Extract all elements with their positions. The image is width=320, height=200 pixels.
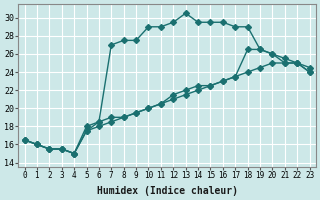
X-axis label: Humidex (Indice chaleur): Humidex (Indice chaleur) [97,186,237,196]
